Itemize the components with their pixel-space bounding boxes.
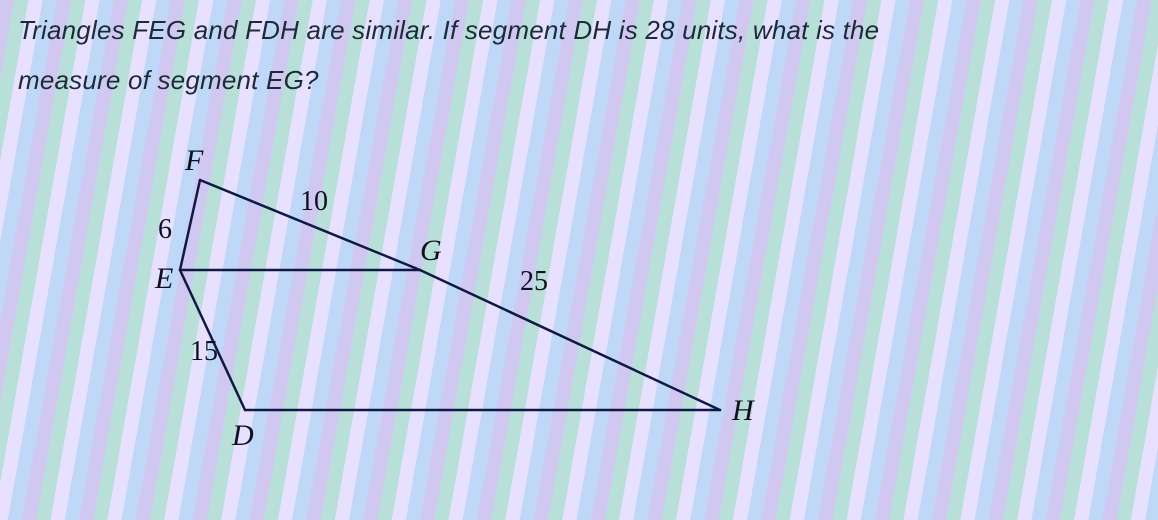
diagram-edges bbox=[180, 180, 720, 410]
question-text: Triangles FEG and FDH are similar. If se… bbox=[18, 10, 1118, 100]
point-label-E: E bbox=[154, 262, 173, 295]
point-label-H: H bbox=[731, 394, 756, 427]
point-label-G: G bbox=[420, 234, 442, 267]
edge-GH bbox=[420, 270, 720, 410]
edge-label-ED: 15 bbox=[190, 336, 218, 367]
edge-FE bbox=[180, 180, 200, 270]
point-label-F: F bbox=[184, 150, 204, 177]
question-line-1: Triangles FEG and FDH are similar. If se… bbox=[18, 10, 1118, 50]
diagram-edge-labels: 6 10 15 25 bbox=[158, 186, 548, 367]
question-line-2: measure of segment EG? bbox=[18, 60, 1118, 100]
edge-label-FE: 6 bbox=[158, 214, 172, 245]
edge-label-GH: 25 bbox=[520, 266, 548, 297]
diagram-svg: 6 10 15 25 F E G D H bbox=[130, 150, 830, 500]
point-label-D: D bbox=[231, 419, 254, 452]
triangle-diagram: 6 10 15 25 F E G D H bbox=[130, 150, 830, 500]
edge-label-FG: 10 bbox=[300, 186, 328, 217]
page-root: Triangles FEG and FDH are similar. If se… bbox=[0, 0, 1158, 520]
